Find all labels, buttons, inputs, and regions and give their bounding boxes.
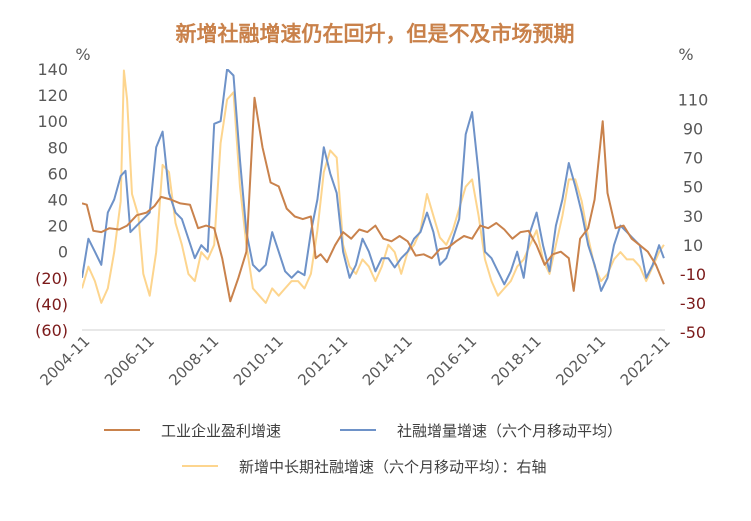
left-tick-label: 80 — [48, 138, 68, 157]
right-tick-label: 110 — [678, 91, 709, 110]
legend: 工业企业盈利增速 社融增量增速（六个月移动平均） 新增中长期社融增速（六个月移动… — [104, 422, 622, 476]
right-axis-unit: % — [678, 45, 693, 64]
series-line-industrial-profit — [82, 96, 665, 303]
left-tick-label: (40) — [35, 295, 68, 314]
x-tick-label: 2020-11 — [552, 332, 609, 389]
right-tick-label: 70 — [683, 149, 703, 168]
right-tick-label: -10 — [680, 265, 706, 284]
x-tick-label: 2004-11 — [36, 332, 93, 389]
legend-label-social-financing: 社融增量增速（六个月移动平均） — [397, 422, 622, 440]
x-tick-label: 2014-11 — [359, 332, 416, 389]
x-tick-label: 2006-11 — [101, 332, 158, 389]
legend-label-long-term: 新增中长期社融增速（六个月移动平均）：右轴 — [239, 458, 547, 476]
left-tick-label: 60 — [48, 164, 68, 183]
series-line-long-term-financing — [82, 69, 665, 304]
left-tick-label: 0 — [58, 243, 68, 262]
right-tick-label: 50 — [683, 178, 703, 197]
right-tick-label: 30 — [683, 207, 703, 226]
x-tick-label: 2010-11 — [230, 332, 287, 389]
x-axis-ticks: 2004-11 2006-11 2008-11 2010-11 2012-11 2014-… — [36, 332, 673, 389]
left-tick-label: 40 — [48, 191, 68, 210]
x-tick-label: 2022-11 — [617, 332, 674, 389]
x-tick-label: 2016-11 — [423, 332, 480, 389]
legend-label-profit: 工业企业盈利增速 — [161, 422, 281, 440]
left-tick-label: 20 — [48, 217, 68, 236]
right-tick-label: 10 — [683, 236, 703, 255]
right-tick-label: 90 — [683, 120, 703, 139]
left-axis-unit: % — [75, 45, 90, 64]
left-tick-label: 140 — [37, 60, 68, 79]
chart-title: 新增社融增速仍在回升，但是不及市场预期 — [176, 22, 575, 46]
left-axis-ticks: 140 120 100 80 60 40 20 0 (20) (40) (60) — [35, 60, 68, 340]
left-tick-label: (20) — [35, 269, 68, 288]
x-tick-label: 2018-11 — [488, 332, 545, 389]
x-tick-label: 2008-11 — [165, 332, 222, 389]
right-tick-label: -30 — [680, 294, 706, 313]
left-tick-label: 120 — [37, 86, 68, 105]
series-lines — [82, 69, 665, 304]
right-tick-label: -50 — [680, 323, 706, 342]
series-line-social-financing — [82, 69, 665, 292]
right-axis-ticks: 110 90 70 50 30 10 -10 -30 -50 — [678, 91, 709, 342]
left-tick-label: 100 — [37, 112, 68, 131]
x-tick-label: 2012-11 — [294, 332, 351, 389]
left-tick-label: (60) — [35, 321, 68, 340]
